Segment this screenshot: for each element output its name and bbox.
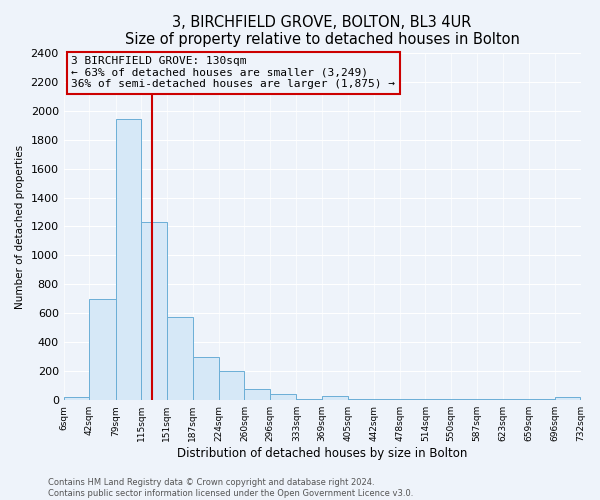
Text: 3 BIRCHFIELD GROVE: 130sqm
← 63% of detached houses are smaller (3,249)
36% of s: 3 BIRCHFIELD GROVE: 130sqm ← 63% of deta… xyxy=(71,56,395,90)
Title: 3, BIRCHFIELD GROVE, BOLTON, BL3 4UR
Size of property relative to detached house: 3, BIRCHFIELD GROVE, BOLTON, BL3 4UR Siz… xyxy=(125,15,520,48)
Bar xyxy=(167,317,193,400)
Bar xyxy=(555,398,580,400)
Bar xyxy=(193,357,219,400)
Bar xyxy=(244,388,270,400)
Bar xyxy=(89,299,116,400)
Bar xyxy=(219,372,244,400)
Bar xyxy=(322,396,348,400)
Y-axis label: Number of detached properties: Number of detached properties xyxy=(15,144,25,308)
Bar xyxy=(64,398,89,400)
X-axis label: Distribution of detached houses by size in Bolton: Distribution of detached houses by size … xyxy=(177,447,467,460)
Bar xyxy=(116,120,141,400)
Bar xyxy=(141,222,167,400)
Bar xyxy=(270,394,296,400)
Text: Contains HM Land Registry data © Crown copyright and database right 2024.
Contai: Contains HM Land Registry data © Crown c… xyxy=(48,478,413,498)
